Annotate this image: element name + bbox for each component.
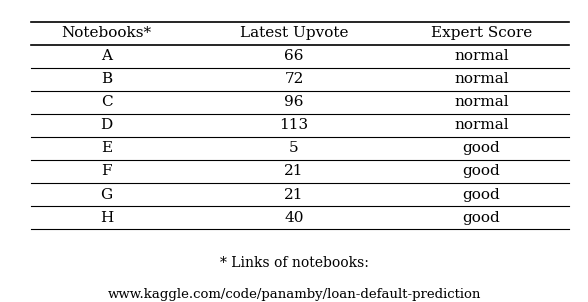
- Text: good: good: [462, 165, 500, 178]
- Text: B: B: [101, 72, 112, 86]
- Text: normal: normal: [454, 95, 509, 109]
- Text: normal: normal: [454, 49, 509, 63]
- Text: A: A: [101, 49, 112, 63]
- Text: Latest Upvote: Latest Upvote: [240, 26, 348, 40]
- Text: www.kaggle.com/code/panamby/loan-default-prediction: www.kaggle.com/code/panamby/loan-default…: [108, 288, 480, 301]
- Text: F: F: [102, 165, 112, 178]
- Text: 96: 96: [284, 95, 304, 109]
- Text: G: G: [101, 188, 113, 201]
- Text: Expert Score: Expert Score: [430, 26, 532, 40]
- Text: 5: 5: [289, 141, 299, 156]
- Text: 113: 113: [279, 118, 309, 132]
- Text: D: D: [101, 118, 113, 132]
- Text: good: good: [462, 188, 500, 201]
- Text: Notebooks*: Notebooks*: [62, 26, 152, 40]
- Text: 72: 72: [285, 72, 303, 86]
- Text: H: H: [100, 210, 113, 225]
- Text: C: C: [101, 95, 112, 109]
- Text: 40: 40: [284, 210, 304, 225]
- Text: normal: normal: [454, 118, 509, 132]
- Text: * Links of notebooks:: * Links of notebooks:: [219, 256, 369, 270]
- Text: normal: normal: [454, 72, 509, 86]
- Text: E: E: [101, 141, 112, 156]
- Text: 21: 21: [284, 165, 304, 178]
- Text: good: good: [462, 210, 500, 225]
- Text: 21: 21: [284, 188, 304, 201]
- Text: good: good: [462, 141, 500, 156]
- Text: 66: 66: [284, 49, 304, 63]
